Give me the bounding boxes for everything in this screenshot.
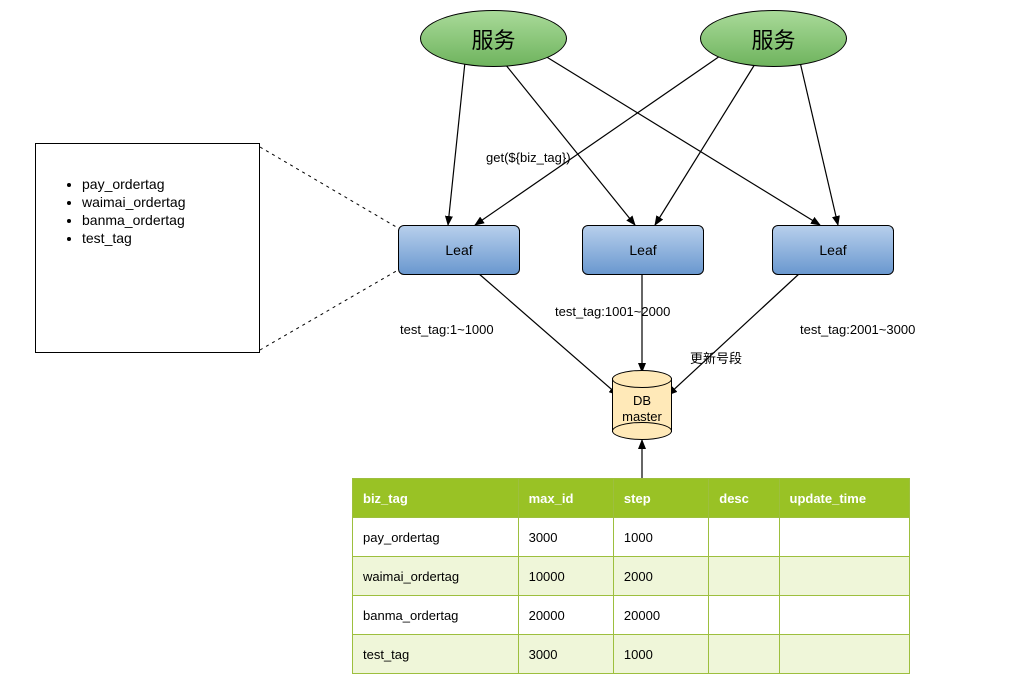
table-cell: 3000 [518, 518, 613, 557]
table-cell: pay_ordertag [353, 518, 519, 557]
segment-table: biz_tagmax_idstepdescupdate_time pay_ord… [352, 478, 910, 674]
leaf-node-3-label: Leaf [819, 242, 846, 258]
leaf-node-3: Leaf [772, 225, 894, 275]
table-header-row: biz_tagmax_idstepdescupdate_time [353, 479, 910, 518]
table-row: waimai_ordertag100002000 [353, 557, 910, 596]
table-header-cell: update_time [779, 479, 910, 518]
db-bottom [612, 422, 672, 440]
table-row: banma_ordertag2000020000 [353, 596, 910, 635]
table-row: test_tag30001000 [353, 635, 910, 674]
tag-list-item: test_tag [82, 230, 241, 246]
table-cell: 1000 [613, 635, 708, 674]
table-row: pay_ordertag30001000 [353, 518, 910, 557]
table-cell [709, 518, 779, 557]
table-cell: 10000 [518, 557, 613, 596]
service-node-1-label: 服务 [471, 23, 515, 55]
table-cell: 2000 [613, 557, 708, 596]
leaf-node-1-label: Leaf [445, 242, 472, 258]
tag-list-box: pay_ordertag waimai_ordertag banma_orderta… [35, 143, 260, 353]
edge-label-range2: test_tag:1001~2000 [555, 304, 670, 319]
edge-label-get-biz: get(${biz_tag}) [486, 150, 571, 165]
service-node-1: 服务 [420, 10, 567, 67]
table-header-cell: biz_tag [353, 479, 519, 518]
table-cell [779, 557, 910, 596]
edge-label-range1: test_tag:1~1000 [400, 322, 494, 337]
table-header-cell: max_id [518, 479, 613, 518]
db-top [612, 370, 672, 388]
table-cell: waimai_ordertag [353, 557, 519, 596]
db-label: DBmaster [622, 393, 662, 424]
table-header-cell: step [613, 479, 708, 518]
tag-list-item: waimai_ordertag [82, 194, 241, 210]
edge-label-range3: test_tag:2001~3000 [800, 322, 915, 337]
table-cell: test_tag [353, 635, 519, 674]
leaf-node-2: Leaf [582, 225, 704, 275]
table-cell: 1000 [613, 518, 708, 557]
leaf-node-2-label: Leaf [629, 242, 656, 258]
leaf-node-1: Leaf [398, 225, 520, 275]
tag-list: pay_ordertag waimai_ordertag banma_orderta… [64, 176, 241, 246]
table-cell [779, 596, 910, 635]
table-cell [779, 635, 910, 674]
tag-list-item: pay_ordertag [82, 176, 241, 192]
service-node-2-label: 服务 [751, 23, 795, 55]
table-cell [709, 596, 779, 635]
service-node-2: 服务 [700, 10, 847, 67]
table-cell [779, 518, 910, 557]
table-cell: 20000 [518, 596, 613, 635]
table-cell: 20000 [613, 596, 708, 635]
tag-list-item: banma_ordertag [82, 212, 241, 228]
diagram-canvas: 服务 服务 Leaf Leaf Leaf DBmaster pay_ordert… [0, 0, 1013, 684]
table-cell: banma_ordertag [353, 596, 519, 635]
table-cell [709, 635, 779, 674]
table-header-cell: desc [709, 479, 779, 518]
table-cell: 3000 [518, 635, 613, 674]
table-cell [709, 557, 779, 596]
edge-label-update: 更新号段 [690, 348, 742, 367]
db-node: DBmaster [612, 370, 672, 440]
